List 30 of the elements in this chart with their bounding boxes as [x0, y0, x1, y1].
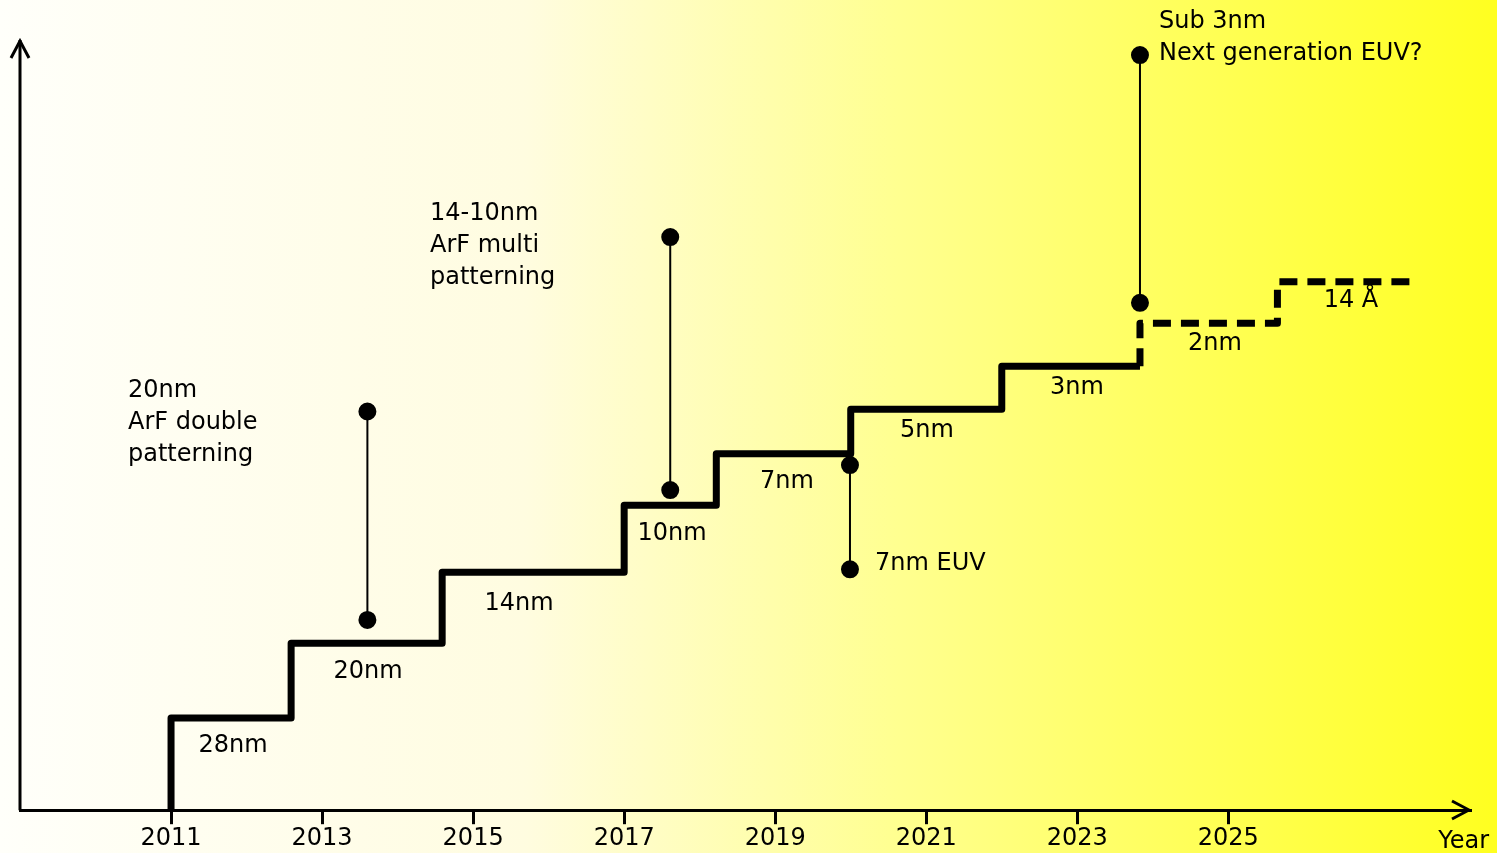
annotation: 10nm [637, 518, 707, 547]
annotation: 14 Å [1323, 284, 1379, 314]
annotation: 5nm [900, 415, 954, 444]
annotation: 20nm ArF double patterning [128, 375, 258, 468]
x-tick-label: 2017 [593, 822, 655, 851]
x-tick-label: 2013 [291, 822, 353, 851]
annotation: 28nm [198, 730, 268, 759]
annotation: 7nm [760, 466, 814, 495]
annotation: 2nm [1188, 328, 1242, 357]
point [1130, 293, 1149, 312]
point [661, 481, 680, 500]
x-tick-label: 2023 [1046, 822, 1108, 851]
point [358, 610, 377, 629]
point [661, 228, 680, 247]
annotation: Sub 3nm Next generation EUV? [1159, 6, 1423, 67]
annotation: 14nm [484, 588, 554, 617]
x-tick-label: 2011 [140, 822, 202, 851]
x-tick-label: 2025 [1197, 822, 1259, 851]
x-tick-label: 2021 [895, 822, 957, 851]
point [358, 402, 377, 421]
x-axis-title: Year [1437, 826, 1490, 853]
x-tick-label: 2019 [744, 822, 806, 851]
point [840, 456, 859, 475]
annotation: 14-10nm ArF multi patterning [430, 198, 556, 291]
point [1130, 46, 1149, 65]
annotation: 20nm [333, 656, 403, 685]
x-tick-label: 2015 [442, 822, 504, 851]
point [840, 560, 859, 579]
annotation: 3nm [1050, 372, 1104, 401]
annotation: 7nm EUV [875, 548, 987, 577]
